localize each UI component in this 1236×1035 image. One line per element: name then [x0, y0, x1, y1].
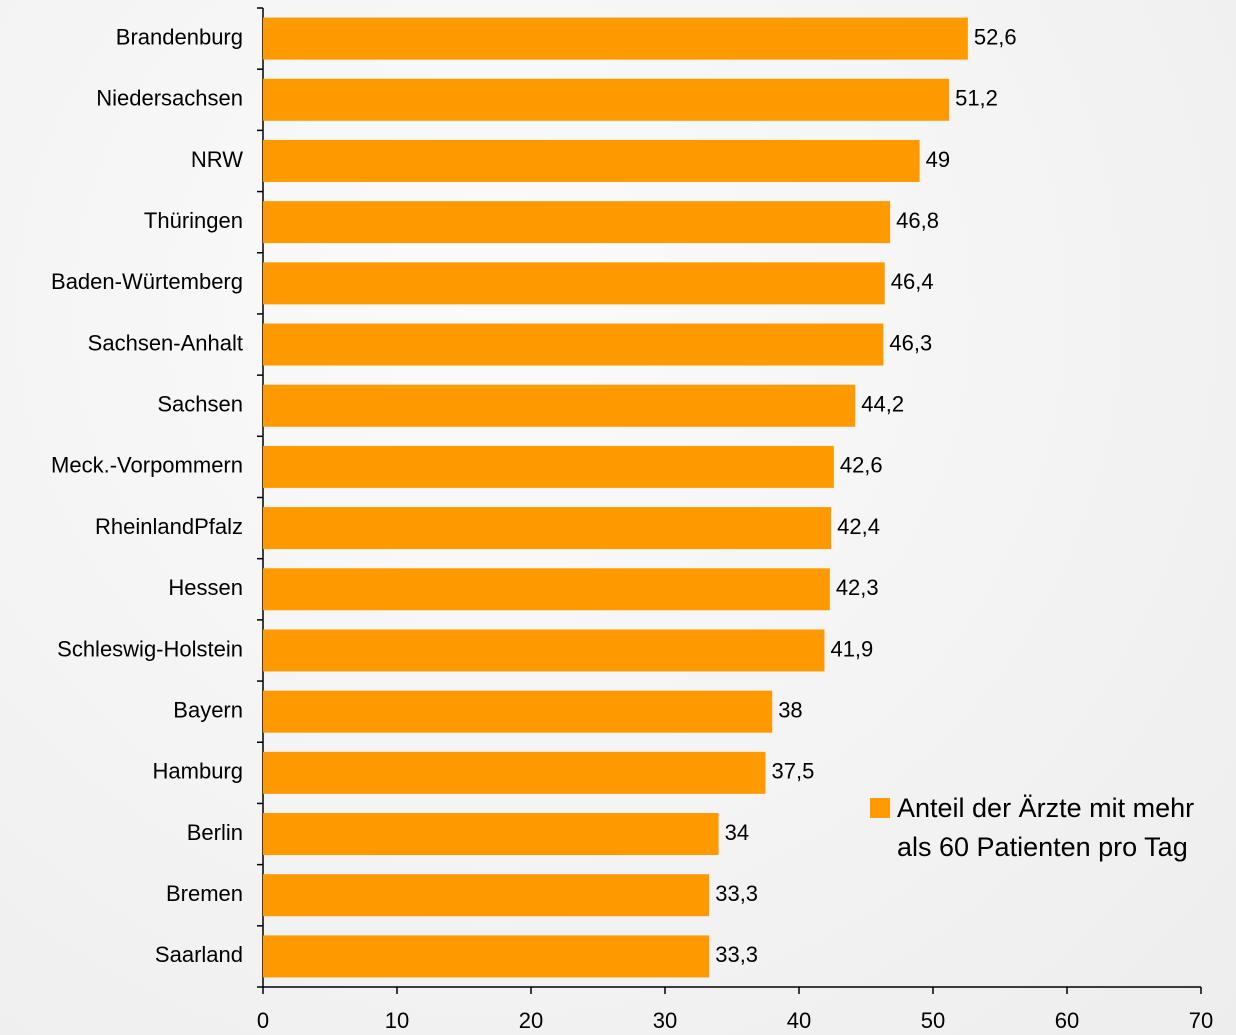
data-label: 38 [778, 697, 802, 722]
data-label: 42,6 [840, 453, 883, 478]
y-tick-label: Niedersachsen [96, 86, 243, 111]
bar [263, 568, 830, 611]
data-label: 46,4 [891, 269, 934, 294]
bar [263, 201, 891, 244]
data-label: 46,8 [896, 208, 939, 233]
y-tick-label: Saarland [155, 942, 243, 967]
data-label: 44,2 [861, 392, 904, 417]
data-label: 42,3 [836, 575, 879, 600]
y-tick-label: Bayern [173, 697, 243, 722]
y-tick-label: Schleswig-Holstein [57, 636, 243, 661]
bar [263, 384, 856, 427]
bar [263, 323, 884, 366]
legend-swatch [870, 798, 890, 818]
x-tick-label: 40 [787, 1008, 811, 1033]
data-label: 46,3 [889, 330, 932, 355]
y-tick-label: Thüringen [144, 208, 243, 233]
y-tick-label: Sachsen [157, 392, 243, 417]
y-tick-label: Bremen [166, 881, 243, 906]
data-label: 51,2 [955, 86, 998, 111]
bar [263, 139, 920, 182]
bar [263, 17, 968, 60]
x-tick-label: 10 [385, 1008, 409, 1033]
y-tick-label: Brandenburg [116, 24, 243, 49]
x-tick-label: 50 [921, 1008, 945, 1033]
y-tick-label: Meck.-Vorpommern [51, 453, 243, 478]
data-label: 52,6 [974, 24, 1017, 49]
data-label: 37,5 [772, 759, 815, 784]
x-tick-label: 30 [653, 1008, 677, 1033]
y-tick-label: Baden-Würtemberg [51, 269, 243, 294]
y-tick-label: Sachsen-Anhalt [88, 330, 243, 355]
bar [263, 935, 710, 978]
bar [263, 874, 710, 917]
y-tick-label: Hamburg [153, 759, 243, 784]
bar [263, 690, 773, 733]
y-tick-label: Hessen [168, 575, 243, 600]
data-label: 42,4 [837, 514, 880, 539]
data-label: 33,3 [715, 881, 758, 906]
x-tick-label: 20 [519, 1008, 543, 1033]
bar [263, 445, 834, 488]
x-tick-label: 0 [257, 1008, 269, 1033]
y-tick-label: Berlin [187, 820, 243, 845]
bar [263, 78, 950, 121]
bar [263, 629, 825, 672]
data-label: 49 [926, 147, 950, 172]
data-label: 41,9 [830, 636, 873, 661]
bar [263, 751, 766, 794]
y-tick-label: RheinlandPfalz [95, 514, 243, 539]
data-label: 34 [725, 820, 749, 845]
y-tick-label: NRW [191, 147, 243, 172]
x-tick-label: 60 [1055, 1008, 1079, 1033]
bar [263, 813, 719, 856]
legend-label: Anteil der Ärzte mit mehr als 60 Patient… [897, 793, 1195, 862]
bar [263, 262, 885, 305]
data-label: 33,3 [715, 942, 758, 967]
bar [263, 507, 832, 550]
x-tick-label: 70 [1189, 1008, 1213, 1033]
